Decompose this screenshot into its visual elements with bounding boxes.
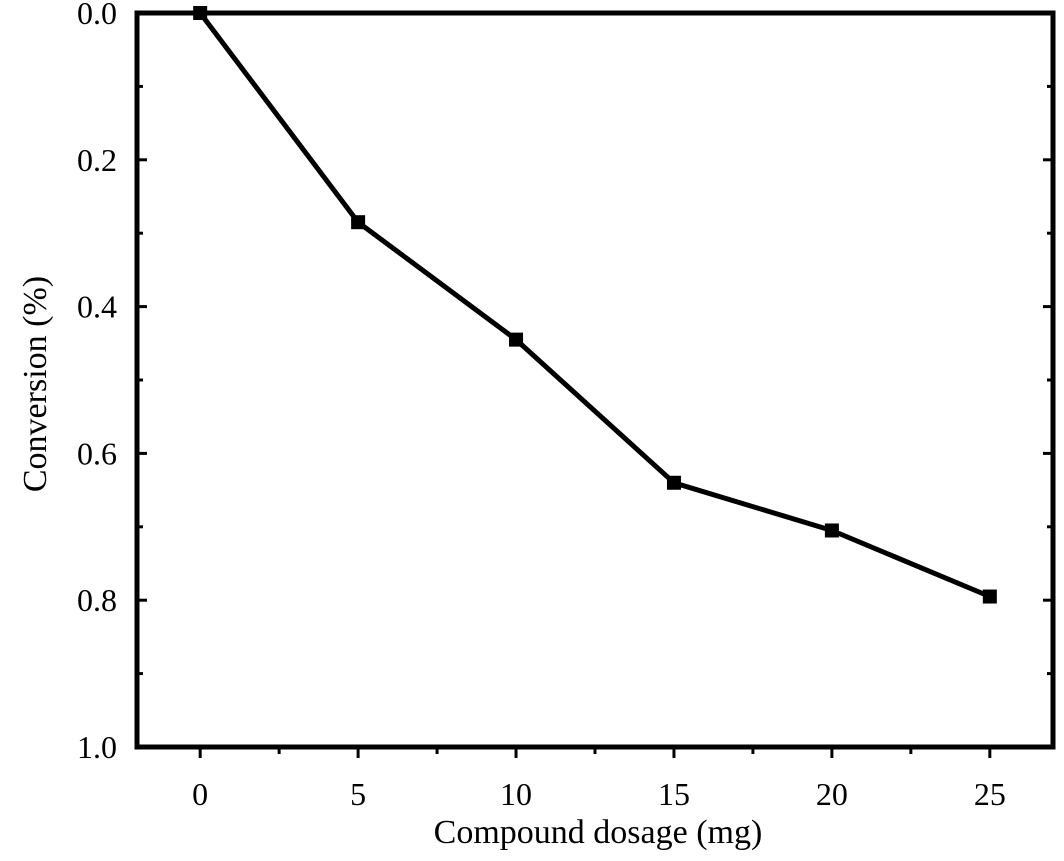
x-axis-ticks: 0 5 10 15 20 25 (192, 747, 1006, 812)
data-point (509, 332, 524, 347)
x-tick-label: 20 (816, 776, 848, 812)
plot-frame (134, 10, 1056, 750)
y-tick-label: 0.6 (77, 435, 117, 471)
x-tick-label: 15 (658, 776, 690, 812)
x-tick-label: 10 (500, 776, 532, 812)
y-tick-label: 0.4 (77, 289, 117, 325)
y-axis-title: Conversion (%) (17, 276, 54, 492)
y-tick-label: 0.8 (77, 582, 117, 618)
x-tick-label: 5 (350, 776, 366, 812)
y-tick-label: 1.0 (77, 729, 117, 765)
y-axis-ticks: 0.0 0.2 0.4 0.6 0.8 1.0 (77, 0, 1053, 765)
data-point (666, 475, 681, 490)
x-tick-label: 0 (192, 776, 208, 812)
series-line (198, 11, 991, 599)
data-point (982, 589, 997, 604)
data-point (824, 523, 839, 538)
data-point (193, 6, 208, 20)
series-layer (193, 6, 997, 604)
y-tick-label: 0.0 (77, 0, 117, 31)
x-tick-label: 25 (974, 776, 1006, 812)
x-axis-title: Compound dosage (mg) (434, 814, 763, 851)
data-point (351, 215, 366, 230)
y-tick-label: 0.2 (77, 142, 117, 178)
